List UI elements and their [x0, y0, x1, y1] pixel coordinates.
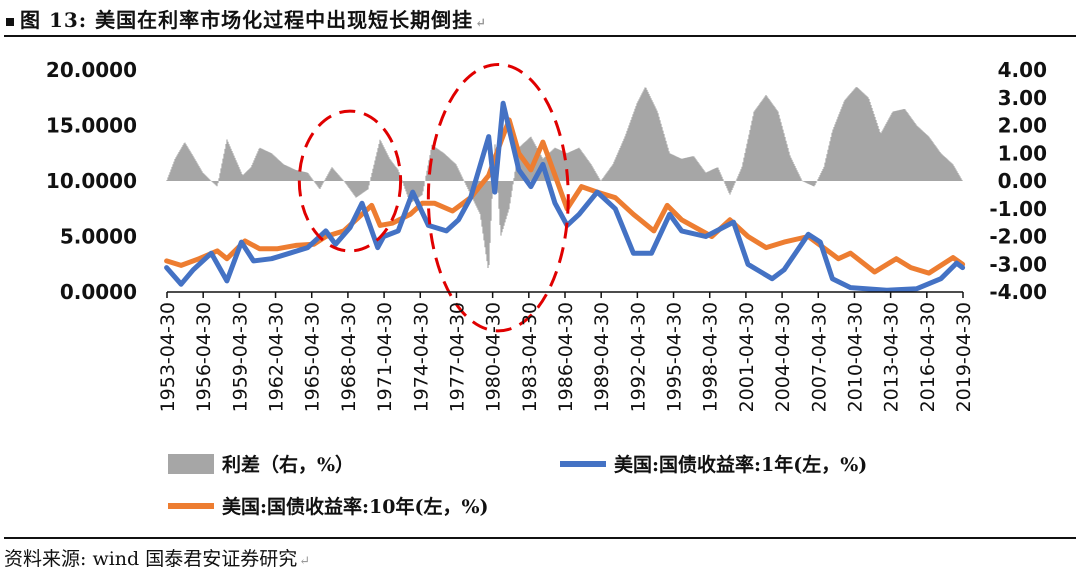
y-right-tick-label: 0.00 [998, 169, 1047, 193]
x-tick-label: 1980-04-30 [483, 302, 505, 412]
figure-title-text: 图 13: 美国在利率市场化过程中出现短长期倒挂 [20, 8, 474, 32]
annotation-layer [297, 62, 570, 333]
y-right-tick-label: 3.00 [998, 86, 1047, 110]
chart: 1953-04-30 1956-04-30 1959-04-30 1962-04-30… [46, 58, 1047, 518]
annotation-ellipse-2 [426, 62, 570, 333]
y-left-tick-label: 15.0000 [46, 114, 137, 138]
source-text: 资料来源: wind 国泰君安证券研究 [4, 548, 298, 570]
x-tick-label: 2001-04-30 [736, 302, 758, 412]
y-right-tick-label: 2.00 [998, 114, 1047, 138]
y-left-tick-label: 20.0000 [46, 58, 137, 82]
top-rule [4, 35, 1076, 37]
y-left-tick-label: 5.0000 [60, 225, 137, 249]
yield-1y-series [164, 100, 966, 293]
y-right-tick-label: -1.00 [989, 197, 1047, 221]
legend-swatch-spread [168, 454, 214, 474]
bottom-rule [4, 537, 1076, 539]
x-tick-label: 1965-04-30 [302, 302, 324, 412]
y-right-tick-label: 4.00 [998, 58, 1047, 82]
y-right-tick-label: -4.00 [989, 280, 1047, 304]
x-tick-label: 1962-04-30 [266, 302, 288, 412]
yield-1y-line [164, 100, 966, 293]
y-right-tick-label: -2.00 [989, 225, 1047, 249]
x-tick-label: 2016-04-30 [917, 302, 939, 412]
figure-title: 图 13: 美国在利率市场化过程中出现短长期倒挂 ↵ [6, 4, 1080, 34]
legend: 利差（右，%） 美国:国债收益率:1年(左，%) 美国:国债收益率:10年(左，%) [168, 453, 867, 518]
x-tick-label: 2004-04-30 [772, 302, 794, 412]
x-tick-label: 2013-04-30 [881, 302, 903, 412]
x-tick-label: 1959-04-30 [229, 302, 251, 412]
x-tick-label: 1974-04-30 [410, 302, 432, 412]
x-tick-label: 1977-04-30 [446, 302, 468, 412]
spread-area [166, 87, 963, 268]
x-tick-label: 1998-04-30 [700, 302, 722, 412]
source-note: 资料来源: wind 国泰君安证券研究 ↵ [4, 544, 310, 571]
x-tick-label: 2007-04-30 [808, 302, 830, 412]
x-tick-label: 1983-04-30 [519, 302, 541, 412]
paragraph-mark-icon: ↵ [299, 554, 311, 569]
legend-label: 美国:国债收益率:10年(左，%) [222, 495, 489, 518]
x-tick-label: 2019-04-30 [953, 302, 975, 412]
legend-label: 利差（右，%） [222, 453, 354, 476]
x-tick-label: 1989-04-30 [591, 302, 613, 412]
x-tick-label: 1953-04-30 [157, 302, 179, 412]
x-tick-label: 1986-04-30 [555, 302, 577, 412]
x-tick-label: 1956-04-30 [193, 302, 215, 412]
axes: 1953-04-30 1956-04-30 1959-04-30 1962-04-30… [46, 58, 1047, 412]
x-tick-label: 1971-04-30 [374, 302, 396, 412]
title-bullet-icon [6, 17, 14, 26]
x-tick-label: 1968-04-30 [338, 302, 360, 412]
y-left-tick-label: 10.0000 [46, 169, 137, 193]
y-right-tick-label: 1.00 [998, 141, 1047, 165]
x-tick-label: 1992-04-30 [627, 302, 649, 412]
annotation-ellipse-1 [297, 109, 403, 253]
x-tick-label: 1995-04-30 [664, 302, 686, 412]
spread-area-series [166, 87, 963, 268]
legend-label: 美国:国债收益率:1年(左，%) [614, 453, 867, 476]
x-tick-label: 2010-04-30 [844, 302, 866, 412]
paragraph-mark-icon: ↵ [475, 16, 488, 31]
y-left-tick-label: 0.0000 [60, 280, 137, 304]
y-right-tick-label: -3.00 [989, 252, 1047, 276]
